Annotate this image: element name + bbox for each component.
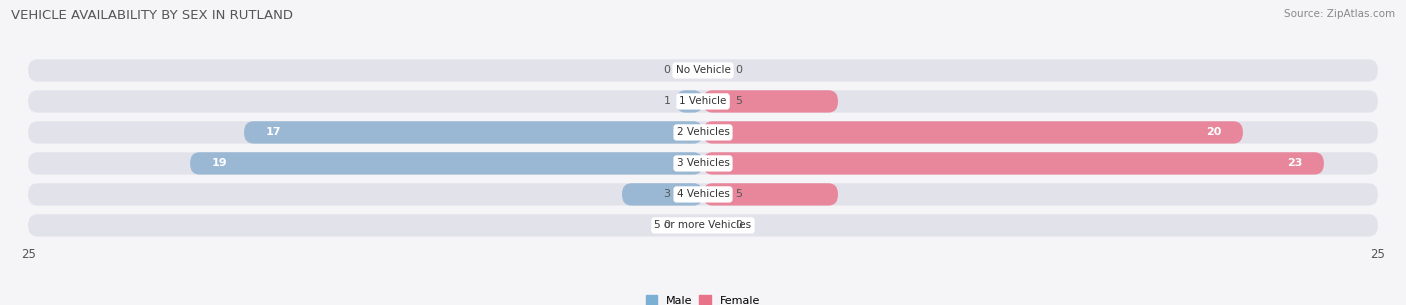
Text: 0: 0 [735,221,742,230]
FancyBboxPatch shape [703,152,1324,174]
FancyBboxPatch shape [28,90,1378,113]
Text: 5: 5 [735,189,742,199]
FancyBboxPatch shape [703,90,838,113]
FancyBboxPatch shape [28,59,1378,82]
Text: 0: 0 [735,66,742,75]
FancyBboxPatch shape [676,90,703,113]
Text: VEHICLE AVAILABILITY BY SEX IN RUTLAND: VEHICLE AVAILABILITY BY SEX IN RUTLAND [11,9,294,22]
Text: No Vehicle: No Vehicle [675,66,731,75]
Text: 5: 5 [735,96,742,106]
Text: 23: 23 [1286,158,1302,168]
FancyBboxPatch shape [703,121,1243,144]
FancyBboxPatch shape [28,152,1378,174]
Text: 2 Vehicles: 2 Vehicles [676,127,730,138]
FancyBboxPatch shape [621,183,703,206]
Text: 5 or more Vehicles: 5 or more Vehicles [654,221,752,230]
Text: 3 Vehicles: 3 Vehicles [676,158,730,168]
Text: 20: 20 [1206,127,1222,138]
Text: 1 Vehicle: 1 Vehicle [679,96,727,106]
FancyBboxPatch shape [190,152,703,174]
FancyBboxPatch shape [28,121,1378,144]
FancyBboxPatch shape [28,214,1378,237]
Text: 19: 19 [212,158,228,168]
FancyBboxPatch shape [703,183,838,206]
Text: 17: 17 [266,127,281,138]
Text: 1: 1 [664,96,671,106]
Text: Source: ZipAtlas.com: Source: ZipAtlas.com [1284,9,1395,19]
Text: 0: 0 [664,66,671,75]
FancyBboxPatch shape [28,183,1378,206]
FancyBboxPatch shape [245,121,703,144]
Text: 4 Vehicles: 4 Vehicles [676,189,730,199]
Text: 3: 3 [664,189,671,199]
Text: 0: 0 [664,221,671,230]
Legend: Male, Female: Male, Female [647,295,759,305]
